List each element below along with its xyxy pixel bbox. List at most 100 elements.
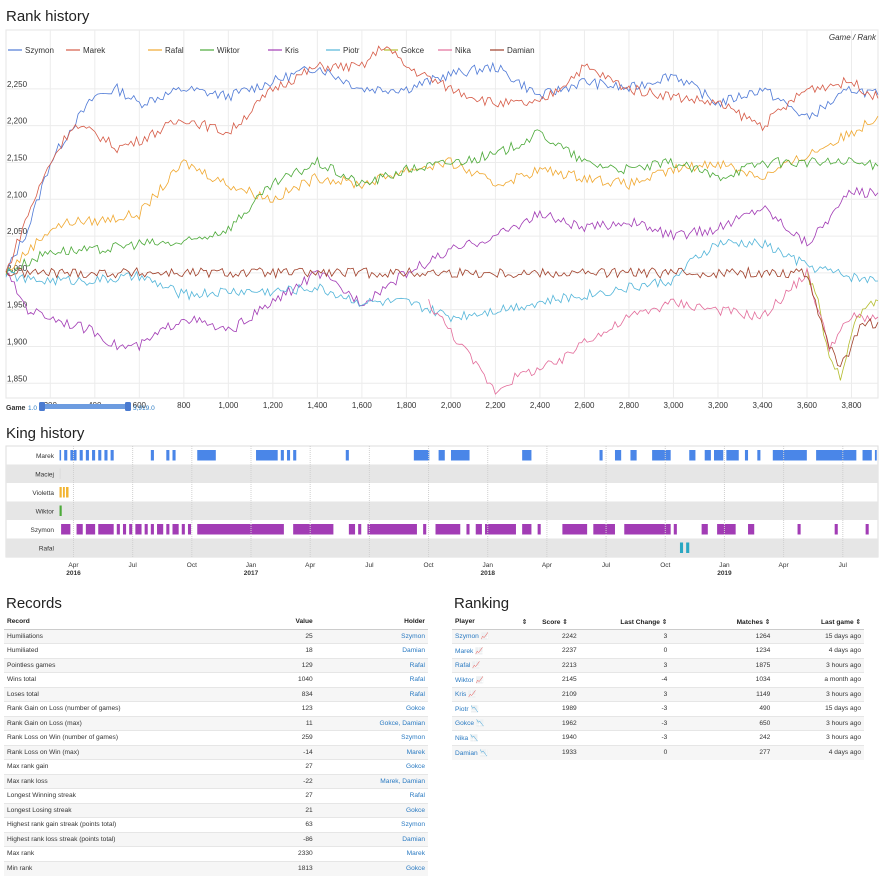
record-holder-link[interactable]: Szymon	[401, 632, 425, 640]
record-holder-link[interactable]: Szymon	[401, 821, 425, 829]
king-period-bar	[64, 450, 68, 461]
range-slider-max-handle[interactable]	[125, 402, 131, 411]
player-cell[interactable]: Damian 📉	[452, 744, 531, 760]
record-holder[interactable]: Marek	[315, 846, 428, 861]
table-row: Max rank gain 27 Gokce	[4, 759, 428, 774]
timeline-year-label: 2019	[717, 570, 732, 577]
record-holder-link[interactable]: Damian	[402, 647, 425, 655]
king-period-bar	[423, 524, 427, 535]
player-matches: 1875	[670, 657, 774, 673]
record-holder[interactable]: Szymon	[315, 817, 428, 832]
king-period-bar	[522, 450, 532, 461]
legend-item[interactable]: Gokce	[384, 46, 425, 55]
legend-item[interactable]: Marek	[66, 46, 106, 55]
record-holder[interactable]: Szymon	[315, 730, 428, 745]
record-holder-link[interactable]: Rafal	[409, 661, 425, 669]
record-holder-link[interactable]: Gokce	[405, 705, 425, 713]
record-holder[interactable]: Szymon	[315, 628, 428, 644]
record-holder-link[interactable]: Marek	[406, 850, 425, 858]
plot-area	[5, 29, 879, 399]
record-holder-link[interactable]: Szymon	[401, 734, 425, 742]
table-row: Longest Winning streak 27 Rafal	[4, 788, 428, 803]
player-link[interactable]: Nika	[455, 734, 469, 742]
king-period-bar	[874, 450, 877, 461]
king-period-bar	[85, 450, 89, 461]
king-period-bar	[744, 450, 749, 461]
record-value: 27	[265, 759, 316, 774]
player-cell[interactable]: Szymon 📈	[452, 628, 531, 644]
ranking-header-last-game[interactable]: Last game ⇕	[773, 615, 864, 630]
player-cell[interactable]: Wiktor 📈	[452, 672, 531, 687]
record-holder-link[interactable]: Gokce	[405, 865, 425, 872]
sort-icon: ⇕	[764, 618, 771, 626]
record-holder[interactable]: Rafal	[315, 788, 428, 803]
range-slider-min-handle[interactable]	[39, 402, 45, 411]
player-last-game: 15 days ago	[773, 701, 864, 716]
king-period-bar	[485, 524, 516, 535]
record-holder-link[interactable]: Rafal	[409, 792, 425, 800]
range-slider-max-label: 3,919.0	[133, 405, 155, 412]
record-holder-link[interactable]: Marek, Damian	[380, 777, 425, 785]
trend-icon: 📉	[479, 749, 488, 757]
record-holder[interactable]: Gokce	[315, 860, 428, 876]
legend-item[interactable]: Piotr	[326, 46, 360, 55]
record-holder[interactable]: Gokce, Damian	[315, 715, 428, 731]
record-holder-link[interactable]: Gokce	[405, 763, 425, 771]
king-period-bar	[98, 450, 102, 461]
record-holder[interactable]: Gokce	[315, 701, 428, 716]
player-link[interactable]: Piotr	[455, 705, 469, 713]
player-link[interactable]: Marek	[455, 647, 474, 655]
record-holder[interactable]: Marek	[315, 744, 428, 760]
legend-item[interactable]: Szymon	[8, 46, 54, 55]
record-holder[interactable]: Damian	[315, 831, 428, 847]
trend-icon: 📈	[475, 647, 484, 655]
timeline-tick-label: Apr	[305, 562, 316, 569]
king-period-bar	[150, 524, 154, 535]
player-link[interactable]: Rafal	[455, 662, 471, 670]
rank-history-chart[interactable]: 2004006008001,0001,2001,4001,6001,8002,0…	[0, 28, 880, 418]
record-holder[interactable]: Rafal	[315, 686, 428, 702]
record-holder[interactable]: Gokce	[315, 802, 428, 818]
record-holder[interactable]: Damian	[315, 643, 428, 658]
player-cell[interactable]: Piotr 📉	[452, 701, 531, 716]
y-tick-label: 2,050	[7, 227, 28, 236]
king-period-bar	[772, 450, 807, 461]
record-holder[interactable]: Rafal	[315, 657, 428, 673]
player-cell[interactable]: Nika 📉	[452, 730, 531, 745]
player-link[interactable]: Gokce	[455, 720, 475, 728]
record-holder-link[interactable]: Marek	[406, 748, 425, 756]
legend-item[interactable]: Wiktor	[200, 46, 240, 55]
legend-item[interactable]: Rafal	[148, 46, 184, 55]
legend-item[interactable]: Nika	[438, 46, 472, 55]
timeline-row-label: Maciej	[35, 471, 54, 478]
record-holder[interactable]: Gokce	[315, 759, 428, 774]
record-holder-link[interactable]: Damian	[402, 835, 425, 843]
player-cell[interactable]: Kris 📈	[452, 686, 531, 702]
record-holder-link[interactable]: Gokce	[405, 806, 425, 814]
player-cell[interactable]: Gokce 📉	[452, 715, 531, 731]
ranking-header-matches[interactable]: Matches ⇕	[670, 615, 774, 630]
ranking-header-score[interactable]: Score ⇕	[530, 615, 580, 630]
record-holder[interactable]: Marek, Damian	[315, 773, 428, 789]
player-link[interactable]: Kris	[455, 691, 467, 699]
record-holder-link[interactable]: Rafal	[409, 690, 425, 698]
legend-label: Wiktor	[217, 46, 240, 55]
player-cell[interactable]: Marek 📈	[452, 643, 531, 658]
king-period-bar	[435, 524, 461, 535]
record-holder-link[interactable]: Gokce, Damian	[379, 719, 425, 727]
player-cell[interactable]: Rafal 📈	[452, 657, 531, 673]
record-holder-link[interactable]: Rafal	[409, 676, 425, 684]
player-link[interactable]: Wiktor	[455, 676, 474, 684]
king-period-bar	[834, 524, 838, 535]
legend-item[interactable]: Damian	[490, 46, 535, 55]
record-holder[interactable]: Rafal	[315, 672, 428, 687]
sort-icon: ⇕	[855, 618, 861, 626]
ranking-header-last-change[interactable]: Last Change ⇕	[579, 615, 671, 630]
player-link[interactable]: Szymon	[455, 633, 479, 641]
ranking-header-player[interactable]: Player ⇕	[452, 615, 531, 630]
player-link[interactable]: Damian	[455, 749, 478, 757]
king-period-bar	[348, 524, 356, 535]
legend-item[interactable]: Kris	[268, 46, 299, 55]
table-row: Pointless games 129 Rafal	[4, 657, 428, 673]
king-history-title: King history	[6, 425, 85, 442]
